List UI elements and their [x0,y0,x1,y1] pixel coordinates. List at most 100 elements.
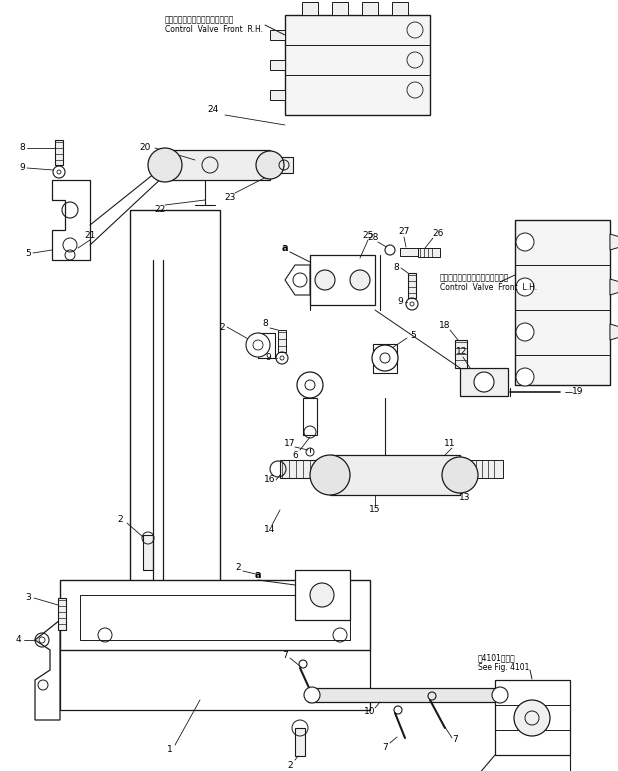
Bar [310,255,375,305]
Polygon shape [52,180,90,260]
Text: 12: 12 [456,348,468,356]
Text: See Fig. 4101: See Fig. 4101 [478,664,530,672]
Text: 16: 16 [265,476,276,484]
Text: 5: 5 [410,331,416,339]
Text: 2: 2 [287,760,293,769]
Polygon shape [495,680,570,755]
Bar [515,220,610,385]
Bar [285,15,430,115]
Bar [330,455,460,495]
Circle shape [315,270,335,290]
Polygon shape [60,580,370,650]
Text: 25: 25 [362,231,374,240]
Circle shape [310,455,350,495]
Text: 27: 27 [399,227,410,237]
Polygon shape [610,279,618,295]
Bar [275,157,293,173]
Polygon shape [270,90,285,100]
Bar [408,273,416,298]
Circle shape [148,148,182,182]
Text: 1: 1 [167,746,173,755]
Text: 第4101図参照: 第4101図参照 [478,654,516,662]
Circle shape [516,278,534,296]
Circle shape [492,687,508,703]
Polygon shape [270,30,285,40]
Text: 18: 18 [439,321,451,329]
Text: 9: 9 [19,163,25,173]
Polygon shape [258,333,275,358]
Bar [55,140,63,165]
Text: 6: 6 [292,450,298,460]
Polygon shape [332,2,348,15]
Circle shape [310,583,334,607]
Text: 7: 7 [282,651,288,659]
Text: a: a [255,570,261,580]
Text: 15: 15 [369,506,381,514]
Text: 2: 2 [117,516,123,524]
Circle shape [350,270,370,290]
Circle shape [516,368,534,386]
Polygon shape [373,344,397,373]
Polygon shape [362,2,378,15]
Text: 7: 7 [382,743,388,752]
Bar [400,248,418,256]
Text: 9: 9 [265,353,271,362]
Bar [58,598,66,630]
Text: 28: 28 [367,233,379,241]
Polygon shape [610,324,618,340]
Text: コントロールバルブフロント　右: コントロールバルブフロント 右 [165,15,234,25]
Text: 26: 26 [433,228,444,237]
Text: 17: 17 [284,439,296,447]
Circle shape [304,687,320,703]
Text: 19: 19 [572,388,583,396]
Polygon shape [285,265,310,295]
Circle shape [246,333,270,357]
Circle shape [372,345,398,371]
Text: 14: 14 [265,526,276,534]
Circle shape [516,323,534,341]
Text: 22: 22 [154,206,166,214]
Text: 3: 3 [25,594,31,602]
Circle shape [442,457,478,493]
Bar [468,460,503,478]
Text: 11: 11 [444,439,455,447]
Polygon shape [303,398,317,435]
Text: 7: 7 [452,736,458,745]
Bar [278,330,286,352]
Bar [280,460,330,478]
Circle shape [256,151,284,179]
Text: 2: 2 [235,563,241,571]
Polygon shape [392,2,408,15]
Polygon shape [610,234,618,250]
Text: 8: 8 [393,264,399,272]
Text: 2: 2 [219,322,225,332]
Bar [165,150,270,180]
Bar [460,368,508,396]
Text: 9: 9 [397,298,403,307]
Bar [130,210,220,630]
Circle shape [385,245,395,255]
Bar [295,728,305,756]
Circle shape [474,372,494,392]
Bar [295,570,350,620]
Bar [80,595,350,640]
Circle shape [514,700,550,736]
Text: 20: 20 [139,143,151,153]
Polygon shape [302,2,318,15]
Text: 24: 24 [208,106,219,115]
Text: 8: 8 [19,143,25,153]
Bar [455,340,467,368]
Text: a: a [282,243,288,253]
Circle shape [516,233,534,251]
Text: 5: 5 [25,248,31,258]
Bar [308,688,508,702]
Text: Control  Valve  Front  R.H.: Control Valve Front R.H. [165,25,263,35]
Bar [143,535,153,570]
Text: 21: 21 [84,231,96,240]
Text: 8: 8 [262,319,268,328]
Text: コントロールバルブフロント　左: コントロールバルブフロント 左 [440,274,509,282]
Text: 4: 4 [15,635,21,645]
Text: 10: 10 [364,708,376,716]
Circle shape [297,372,323,398]
Text: 13: 13 [459,493,471,503]
